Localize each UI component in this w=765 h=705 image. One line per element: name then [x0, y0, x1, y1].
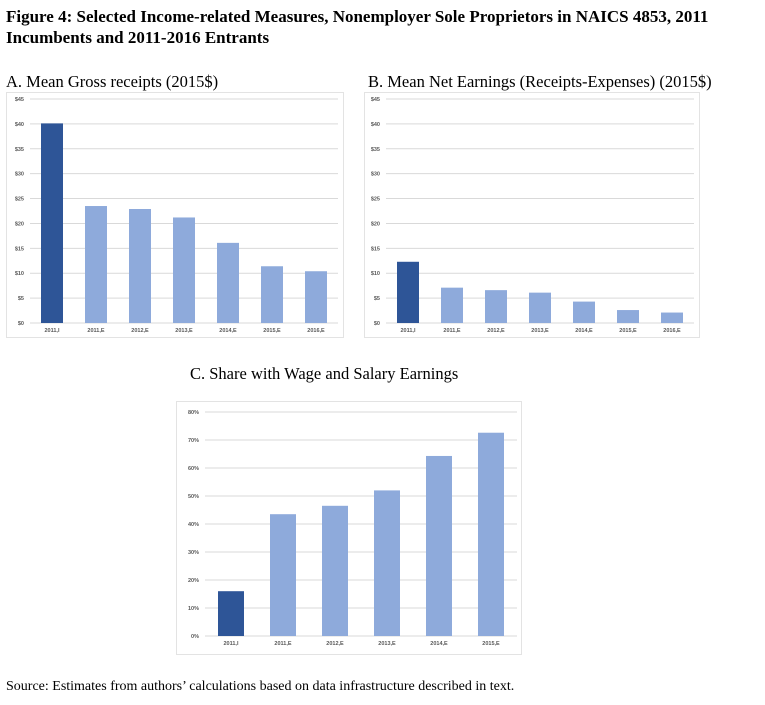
x-tick-label: 2012,E: [131, 328, 149, 334]
y-tick-label: $15: [371, 246, 380, 252]
bar: [270, 514, 296, 636]
y-tick-label: 20%: [188, 578, 199, 584]
y-tick-label: 30%: [188, 550, 199, 556]
bar: [218, 591, 244, 636]
x-tick-label: 2011,E: [443, 328, 460, 334]
y-tick-label: $0: [18, 321, 24, 327]
source-note: Source: Estimates from authors’ calculat…: [6, 679, 515, 694]
bar: [485, 290, 507, 323]
bar: [374, 490, 400, 636]
y-tick-label: $10: [15, 271, 24, 277]
y-tick-label: $45: [371, 97, 380, 103]
x-tick-label: 2013,E: [175, 328, 193, 334]
y-tick-label: 70%: [188, 438, 199, 444]
x-tick-label: 2011,I: [224, 641, 239, 647]
y-tick-label: 80%: [188, 410, 199, 416]
bar: [617, 310, 639, 323]
x-tick-label: 2012,E: [326, 641, 344, 647]
x-tick-label: 2014,E: [575, 328, 593, 334]
bar: [173, 217, 195, 323]
x-tick-label: 2011,I: [45, 328, 60, 334]
x-tick-label: 2015,E: [619, 328, 637, 334]
bar: [41, 123, 63, 323]
panel-a-title: A. Mean Gross receipts (2015$): [6, 72, 219, 91]
chart-share-wage-salary: 0% 10% 20% 30% 40% 50% 60% 70% 80% 2011,I 2011,E 20…: [176, 401, 522, 655]
y-tick-label: $40: [15, 122, 24, 128]
y-tick-label: 10%: [188, 606, 199, 612]
y-tick-label: $45: [15, 97, 24, 103]
y-tick-label: $40: [371, 122, 380, 128]
x-tick-label: 2013,E: [378, 641, 396, 647]
x-tick-label: 2011,I: [401, 328, 416, 334]
y-tick-label: $0: [374, 321, 380, 327]
x-tick-label: 2012,E: [487, 328, 505, 334]
bar: [322, 505, 348, 636]
y-tick-label: $10: [371, 271, 380, 277]
panel-b-title: B. Mean Net Earnings (Receipts-Expenses)…: [368, 72, 712, 91]
bar: [217, 242, 239, 323]
bar: [529, 292, 551, 323]
x-tick-label: 2014,E: [430, 641, 448, 647]
y-tick-label: $25: [371, 197, 380, 203]
y-tick-label: 60%: [188, 466, 199, 472]
y-tick-label: 40%: [188, 522, 199, 528]
y-tick-label: $5: [18, 296, 24, 302]
bar: [129, 209, 151, 323]
bar: [661, 312, 683, 323]
bar: [397, 261, 419, 323]
panel-c-title: C. Share with Wage and Salary Earnings: [190, 364, 459, 383]
x-tick-label: 2011,E: [274, 641, 291, 647]
y-tick-label: 50%: [188, 494, 199, 500]
figure-title: Figure 4: Selected Income-related Measur…: [6, 7, 709, 47]
y-tick-label: $15: [15, 246, 24, 252]
y-tick-label: $30: [15, 172, 24, 178]
x-tick-label: 2015,E: [482, 641, 500, 647]
bar: [478, 432, 504, 636]
chart-mean-net-earnings: $0 $5 $10 $15 $20 $25 $30 $35 $40 $45 2011,I 2011,E…: [364, 92, 700, 338]
x-tick-label: 2014,E: [219, 328, 237, 334]
bar: [305, 271, 327, 323]
bar: [441, 287, 463, 323]
y-tick-label: 0%: [191, 634, 199, 640]
x-tick-label: 2013,E: [531, 328, 549, 334]
y-tick-label: $5: [374, 296, 380, 302]
chart-mean-gross-receipts: $0 $5 $10 $15 $20 $25 $30 $35 $40 $45 2011,I 2011,E…: [6, 92, 344, 338]
y-tick-label: $35: [15, 147, 24, 153]
bar: [261, 266, 283, 323]
y-tick-label: $20: [371, 221, 380, 227]
x-tick-label: 2016,E: [663, 328, 681, 334]
bar: [573, 301, 595, 323]
bar: [426, 455, 452, 636]
y-tick-label: $30: [371, 172, 380, 178]
x-tick-label: 2016,E: [307, 328, 325, 334]
bar: [85, 206, 107, 323]
x-tick-label: 2011,E: [87, 328, 104, 334]
y-tick-label: $20: [15, 221, 24, 227]
x-tick-label: 2015,E: [263, 328, 281, 334]
y-tick-label: $25: [15, 197, 24, 203]
y-tick-label: $35: [371, 147, 380, 153]
